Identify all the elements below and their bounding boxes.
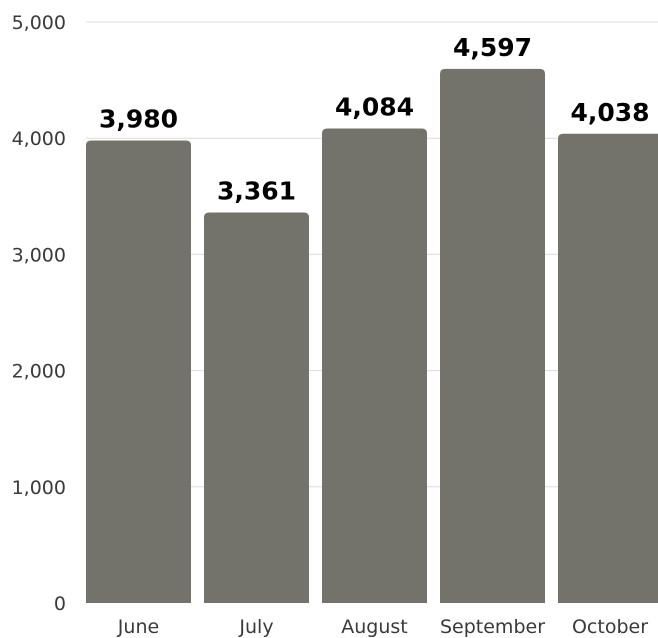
y-tick-label: 5,000 [12, 12, 66, 34]
x-category-label: July [238, 616, 273, 638]
bar-august [322, 128, 427, 603]
y-tick-label: 3,000 [12, 244, 66, 266]
data-label: 4,038 [570, 98, 649, 127]
y-tick-label: 1,000 [12, 477, 66, 499]
x-category-label: August [341, 616, 408, 638]
bar-september [440, 68, 545, 603]
x-category-label: October [572, 616, 648, 638]
x-axis-category-labels: June July August September October [117, 616, 648, 638]
data-labels: 3,980 3,361 4,084 4,597 4,038 [99, 33, 650, 206]
data-label: 4,084 [335, 92, 414, 121]
bar-june [86, 140, 191, 604]
bar-october [558, 133, 658, 603]
data-label: 3,980 [99, 105, 178, 134]
y-axis-tick-labels: 0 1,000 2,000 3,000 4,000 5,000 [12, 12, 66, 615]
y-tick-label: 0 [54, 593, 66, 615]
x-category-label: June [117, 616, 159, 638]
y-tick-label: 4,000 [12, 128, 66, 150]
y-tick-label: 2,000 [12, 361, 66, 383]
x-category-label: September [440, 616, 545, 638]
bar-july [204, 212, 309, 604]
data-label: 3,361 [217, 176, 296, 205]
bars [86, 68, 658, 604]
data-label: 4,597 [453, 33, 532, 62]
